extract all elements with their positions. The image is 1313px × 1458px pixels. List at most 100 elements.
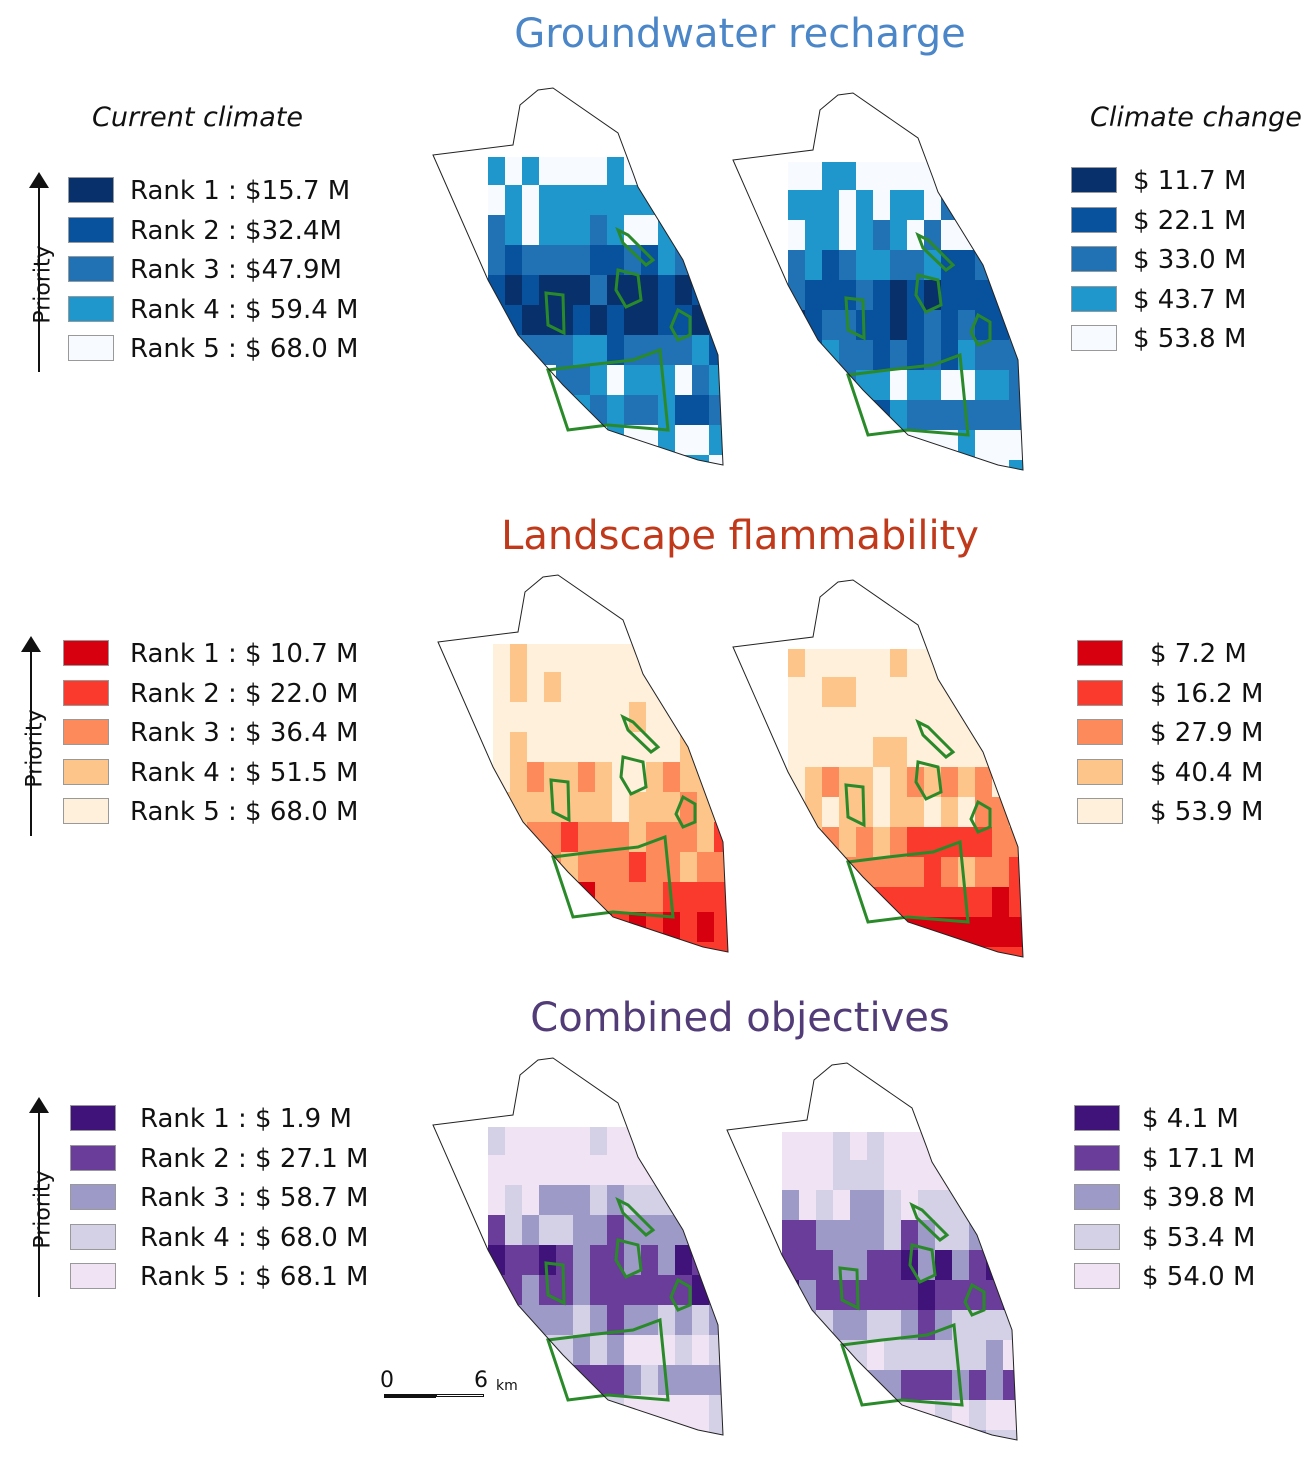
map-cell	[522, 1335, 540, 1366]
map-cell	[958, 460, 976, 470]
map-cell	[941, 827, 959, 858]
map-cell	[1009, 647, 1023, 678]
map-cell	[658, 1425, 676, 1435]
map-cell	[522, 1275, 540, 1306]
map-cell	[607, 245, 625, 276]
map-cell	[561, 822, 579, 853]
map-cell	[907, 400, 925, 431]
map-cell	[850, 1160, 868, 1191]
map-cell	[822, 647, 840, 678]
map-cell	[986, 1160, 1004, 1191]
map-cell	[522, 335, 540, 366]
map-cell	[941, 370, 959, 401]
legend-swatch	[68, 335, 114, 361]
map-cell	[539, 185, 557, 216]
protected-area-boundary	[838, 1266, 860, 1311]
map-cell	[850, 1250, 868, 1281]
protected-area-boundary	[969, 312, 992, 347]
map-cell	[590, 455, 608, 465]
map-cell	[805, 340, 823, 371]
map-cell	[544, 642, 562, 673]
map-cell	[624, 185, 642, 216]
map-cell	[675, 395, 693, 426]
map-cell	[805, 370, 823, 401]
map-cell	[539, 335, 557, 366]
protected-area-boundary	[614, 268, 643, 309]
map-cell	[958, 677, 976, 708]
map-cell	[941, 887, 959, 918]
map-cell	[527, 942, 545, 952]
map-cell	[488, 455, 506, 465]
map-cell	[522, 215, 540, 246]
map-cell	[590, 1425, 608, 1435]
map-cell	[488, 1215, 506, 1246]
map-cell	[788, 857, 806, 888]
protected-area-boundary	[545, 1317, 670, 1402]
map-cell	[918, 1370, 936, 1401]
legend-label: Rank 1 : $ 1.9 M	[140, 1104, 352, 1134]
map-cell	[873, 797, 891, 828]
map-cell	[822, 737, 840, 768]
map-cell	[629, 852, 647, 883]
map-cell	[941, 400, 959, 431]
map-cell	[658, 1125, 676, 1156]
map-cell	[924, 250, 942, 281]
legend-swatch	[68, 216, 114, 243]
map-cell	[1009, 767, 1023, 798]
region-outline	[732, 92, 1024, 471]
map-cell	[522, 275, 540, 306]
map-cell	[1009, 947, 1023, 957]
map-cell	[573, 185, 591, 216]
map-cell	[941, 857, 959, 888]
map-cell	[941, 767, 959, 798]
map-cell	[646, 702, 664, 733]
map-cell	[488, 275, 506, 306]
map-cell	[805, 460, 823, 470]
map-cell	[590, 1125, 608, 1156]
map-cell	[935, 1250, 953, 1281]
map-cell	[788, 707, 806, 738]
map-cell	[941, 707, 959, 738]
map-cell	[788, 340, 806, 371]
map-cell	[969, 1160, 987, 1191]
map-cell	[590, 1305, 608, 1336]
map-cell	[624, 215, 642, 246]
map-cell	[522, 1215, 540, 1246]
map-cell	[573, 1125, 591, 1156]
map-cell	[539, 1365, 557, 1396]
map-cell	[692, 1335, 710, 1366]
map-cell	[607, 155, 625, 186]
map-cell	[969, 1370, 987, 1401]
map-cell	[1009, 430, 1023, 461]
map-cell	[935, 1130, 953, 1161]
map-cell	[624, 1425, 642, 1435]
map-cell	[867, 1280, 885, 1311]
map-cell	[544, 702, 562, 733]
map-cell	[709, 245, 723, 276]
map-cell	[1003, 1130, 1017, 1161]
map-cell	[641, 305, 659, 336]
map-cell	[697, 702, 715, 733]
map-cell	[522, 1125, 540, 1156]
map-cell	[788, 430, 806, 461]
map-cell	[907, 797, 925, 828]
map-cell	[493, 942, 511, 952]
map-cell	[958, 160, 976, 191]
map-cell	[692, 155, 710, 186]
map-cell	[493, 762, 511, 793]
map-cell	[975, 340, 993, 371]
map-cell	[1009, 400, 1023, 431]
map-cell	[901, 1280, 919, 1311]
map-cell	[935, 1310, 953, 1341]
legend-swatch	[70, 1223, 116, 1250]
map-cell	[522, 155, 540, 186]
map-cell	[510, 822, 528, 853]
map-cell	[873, 857, 891, 888]
map-cell	[578, 702, 596, 733]
map-cell	[890, 250, 908, 281]
priority-axis: Priority	[20, 1097, 60, 1297]
map-cell	[805, 947, 823, 957]
map-cell	[697, 852, 715, 883]
legend-label: Rank 5 : $ 68.1 M	[140, 1262, 369, 1292]
map-cell	[856, 220, 874, 251]
